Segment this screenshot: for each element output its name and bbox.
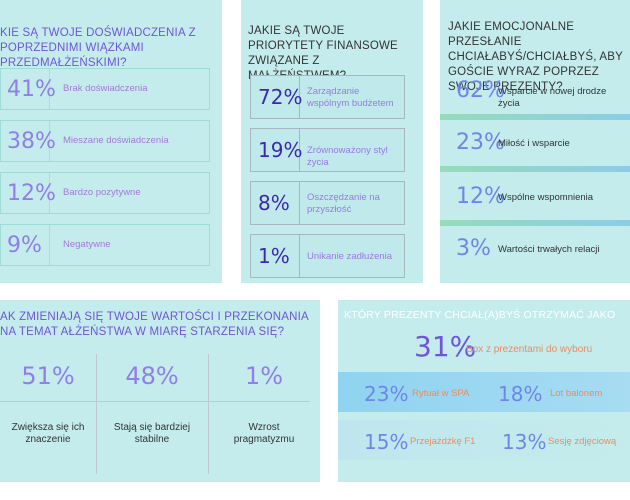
percentage: 31% <box>414 330 477 363</box>
answer-label: Negatywne <box>63 239 111 250</box>
panel-title: JAKIE EMOCJONALNE PRZESŁANIE CHCIAŁABYŚ/… <box>448 21 623 93</box>
percentage: 12% <box>7 181 56 206</box>
percentage: 18% <box>498 382 543 406</box>
answer-label: Wartości trwałych relacji <box>498 244 600 255</box>
panel-title: AK ZMIENIAJĄ SIĘ TWOJE WARTOŚCI I PRZEKO… <box>0 311 309 338</box>
list-item: 31% Box z prezentami do wyboru <box>338 324 630 372</box>
panel-wedding-gift: KTÓRY PREZENTY CHCIAŁ(A)BYŚ OTRZYMAĆ JAK… <box>338 300 630 482</box>
list-item: 12% Wspólne wspomnienia <box>440 172 630 226</box>
answer-label: Przejażdżkę F1 <box>410 436 476 447</box>
percentage: 8% <box>258 191 290 215</box>
answer-label: Box z prezentami do wyboru <box>466 344 593 355</box>
answer-label: Zwiększa się ich znaczenie <box>11 422 85 445</box>
answer-label: Miłość i wsparcie <box>498 138 570 149</box>
answer-label: Stają się bardziej stabilne <box>113 422 191 445</box>
percentage: 38% <box>7 129 56 154</box>
percentage: 62% <box>456 78 505 103</box>
percentage: 48% <box>125 362 179 390</box>
panel-title: KIE SĄ TWOJE DOŚWIADCZENIA Z POPRZEDNIMI… <box>0 27 196 69</box>
percentage: 72% <box>258 85 303 109</box>
panel-financial-priorities: JAKIE SĄ TWOJE PRIORYTETY FINANSOWE ZWIĄ… <box>241 0 423 283</box>
percentage: 15% <box>364 430 409 454</box>
list-item: 62% Wsparcie w nowej drodze życia <box>440 66 630 120</box>
answer-label: Bardzo pozytywne <box>63 187 141 198</box>
divider-bar <box>440 166 630 172</box>
answer-label: Rytuał w SPA <box>412 388 470 399</box>
percentage: 13% <box>502 430 547 454</box>
panel-emotional-message: JAKIE EMOCJONALNE PRZESŁANIE CHCIAŁABYŚ/… <box>440 0 630 283</box>
percentage: 3% <box>456 236 491 261</box>
answer-label: Mieszane doświadczenia <box>63 135 169 146</box>
list-item: 72% Zarządzanie wspólnym budżetem <box>250 75 405 119</box>
list-item: 12% Bardzo pozytywne <box>0 172 210 214</box>
panel-previous-relationships: KIE SĄ TWOJE DOŚWIADCZENIA Z POPRZEDNIMI… <box>0 0 222 283</box>
divider-bar <box>440 114 630 120</box>
answer-label: Brak doświadczenia <box>63 83 148 94</box>
list-item: 38% Mieszane doświadczenia <box>0 120 210 162</box>
list-item: 9% Negatywne <box>0 224 210 266</box>
answer-label: Wzrost pragmatyzmu <box>233 422 295 445</box>
list-item: 1% Unikanie zadłużenia <box>250 234 405 278</box>
percentage: 1% <box>258 244 290 268</box>
divider-bar <box>440 220 630 226</box>
panel-values-change: AK ZMIENIAJĄ SIĘ TWOJE WARTOŚCI I PRZEKO… <box>0 300 320 482</box>
list-item: 23% Miłość i wsparcie <box>440 118 630 172</box>
answer-label: Zarządzanie wspólnym budżetem <box>307 86 394 109</box>
list-item: 23% Rytuał w SPA 18% Lot balonem <box>338 372 630 412</box>
percentage: 12% <box>456 184 505 209</box>
percentage: 19% <box>258 138 303 162</box>
list-item: 19% Zrównoważony styl życia <box>250 128 405 172</box>
list-item: 48% Stają się bardziej stabilne <box>96 354 208 474</box>
percentage: 23% <box>456 130 505 155</box>
list-item: 1% Wzrost pragmatyzmu <box>208 354 320 474</box>
divider <box>0 401 310 402</box>
answer-label: Lot balonem <box>550 388 603 399</box>
percentage: 51% <box>21 362 75 390</box>
answer-label: Zrównoważony styl życia <box>307 145 388 168</box>
divider <box>96 354 97 474</box>
percentage: 9% <box>7 233 42 258</box>
answer-label: Sesję zdjęciową <box>548 436 617 447</box>
percentage: 41% <box>7 77 56 102</box>
answer-label: Wspólne wspomnienia <box>498 192 594 203</box>
list-item: 51% Zwiększa się ich znaczenie <box>0 354 96 474</box>
answer-label: Unikanie zadłużenia <box>307 251 393 262</box>
percentage: 1% <box>244 362 284 390</box>
percentage: 23% <box>364 382 409 406</box>
answer-label: Oszczędzanie na przyszłość <box>307 192 380 215</box>
list-item: 3% Wartości trwałych relacji <box>440 224 630 278</box>
list-item: 8% Oszczędzanie na przyszłość <box>250 181 405 225</box>
list-item: 15% Przejażdżkę F1 13% Sesję zdjęciową <box>338 420 630 460</box>
answer-label: Wsparcie w nowej drodze życia <box>498 86 607 109</box>
list-item: 41% Brak doświadczenia <box>0 68 210 110</box>
divider <box>208 354 209 474</box>
